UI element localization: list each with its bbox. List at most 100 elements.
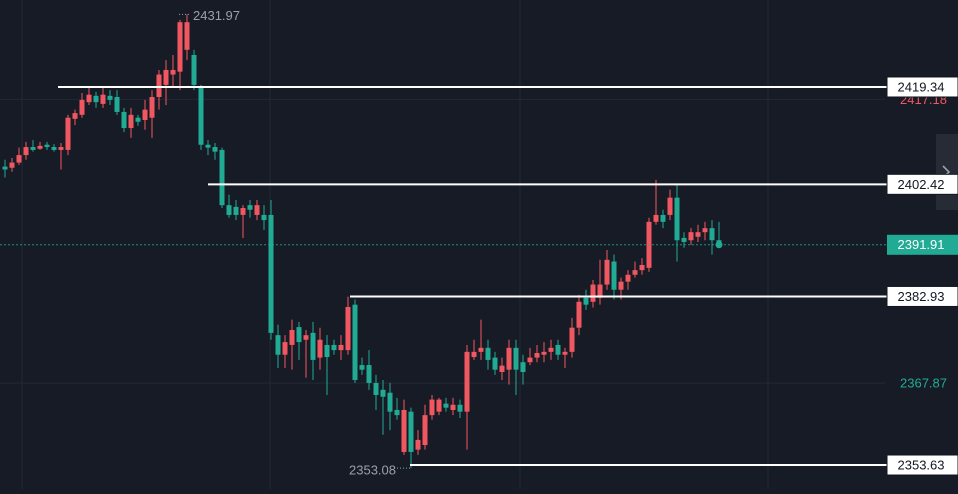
candle-body [604, 259, 610, 285]
candle-body [611, 261, 617, 290]
candle-body [289, 329, 295, 345]
candle-body [464, 351, 470, 412]
candle-body [65, 117, 71, 150]
candle-body [562, 351, 568, 355]
candle-body [226, 205, 232, 215]
candle-body [72, 113, 78, 119]
candle-body [471, 351, 477, 358]
candle-body [499, 365, 505, 372]
candle-body [240, 208, 246, 215]
last-price-label: 2391.91 [898, 237, 945, 252]
candle-body [44, 144, 50, 148]
candle-body [709, 228, 715, 241]
candle-body [261, 214, 267, 221]
candle-body [576, 301, 582, 328]
candle-body [128, 114, 134, 129]
candle-body [86, 94, 92, 103]
last-price-dot [715, 241, 723, 249]
candle-body [681, 237, 687, 242]
candle-body [212, 147, 218, 152]
candle-body [450, 404, 456, 410]
candle-body [401, 409, 407, 452]
level-label-box [886, 285, 958, 307]
candle-body [107, 95, 113, 100]
candle-body [338, 344, 344, 351]
candle-body [436, 399, 442, 412]
level-label-box [886, 76, 958, 98]
candle-body [135, 117, 141, 122]
candle-body [506, 347, 512, 370]
candle-body [191, 54, 197, 85]
candle-body [639, 264, 645, 271]
candle-body [352, 304, 358, 381]
candle-body [177, 22, 183, 72]
candle-body [485, 347, 491, 360]
level-label: 2419.34 [898, 79, 945, 94]
candle-body [674, 197, 680, 241]
candle-body [296, 327, 302, 343]
level-label-box [886, 173, 958, 195]
candle-body [541, 351, 547, 355]
candle-body [51, 147, 57, 150]
low-annotation: 2353.08 [349, 463, 396, 478]
candle-body [247, 205, 253, 210]
candle-body [702, 228, 708, 233]
candle-body [282, 342, 288, 355]
candle-body [625, 274, 631, 282]
candle-body [30, 147, 36, 150]
candle-body [527, 357, 533, 363]
candle-body [163, 69, 169, 85]
candle-body [324, 344, 330, 358]
candle-body [100, 94, 106, 104]
candle-body [79, 99, 85, 115]
candle-body [121, 111, 127, 129]
candle-body [478, 347, 484, 352]
candle-body [184, 22, 190, 50]
candle-body [429, 399, 435, 416]
candle-body [205, 144, 211, 148]
candle-body [492, 357, 498, 370]
candle-body [394, 409, 400, 416]
high-annotation: 2431.97 [193, 8, 240, 23]
level-label: 2353.63 [898, 457, 945, 472]
last-price-box [887, 234, 958, 255]
candle-body [268, 214, 274, 333]
candle-body [387, 392, 393, 412]
candle-body [170, 69, 176, 75]
candle-body [23, 147, 29, 156]
candle-body [9, 162, 15, 168]
level-label-box [886, 454, 958, 476]
scroll-tab-bg[interactable] [936, 134, 958, 210]
candle-body [548, 347, 554, 352]
candle-body [632, 270, 638, 275]
candle-body [254, 205, 260, 215]
candle-body [233, 206, 239, 215]
candle-body [422, 415, 428, 446]
candle-body [93, 95, 99, 103]
candle-body [415, 439, 421, 450]
candle-body [534, 353, 540, 358]
candle-body [597, 284, 603, 298]
candle-body [667, 197, 673, 215]
candle-body [114, 96, 120, 112]
candle-body [380, 389, 386, 397]
candle-body [520, 362, 526, 372]
candle-body [660, 214, 666, 222]
level-label: 2402.42 [898, 177, 945, 192]
candle-body [408, 411, 414, 452]
candle-body [149, 96, 155, 118]
candle-body [219, 149, 225, 206]
candle-body [317, 339, 323, 358]
candle-body [569, 327, 575, 352]
candle-body [373, 382, 379, 395]
candle-body [653, 214, 659, 222]
candle-body [590, 284, 596, 302]
candle-body [555, 344, 561, 355]
candle-body [688, 232, 694, 241]
candle-body [2, 166, 8, 170]
candle-body [513, 347, 519, 370]
candle-body [156, 74, 162, 97]
scroll-tab[interactable] [936, 134, 958, 210]
